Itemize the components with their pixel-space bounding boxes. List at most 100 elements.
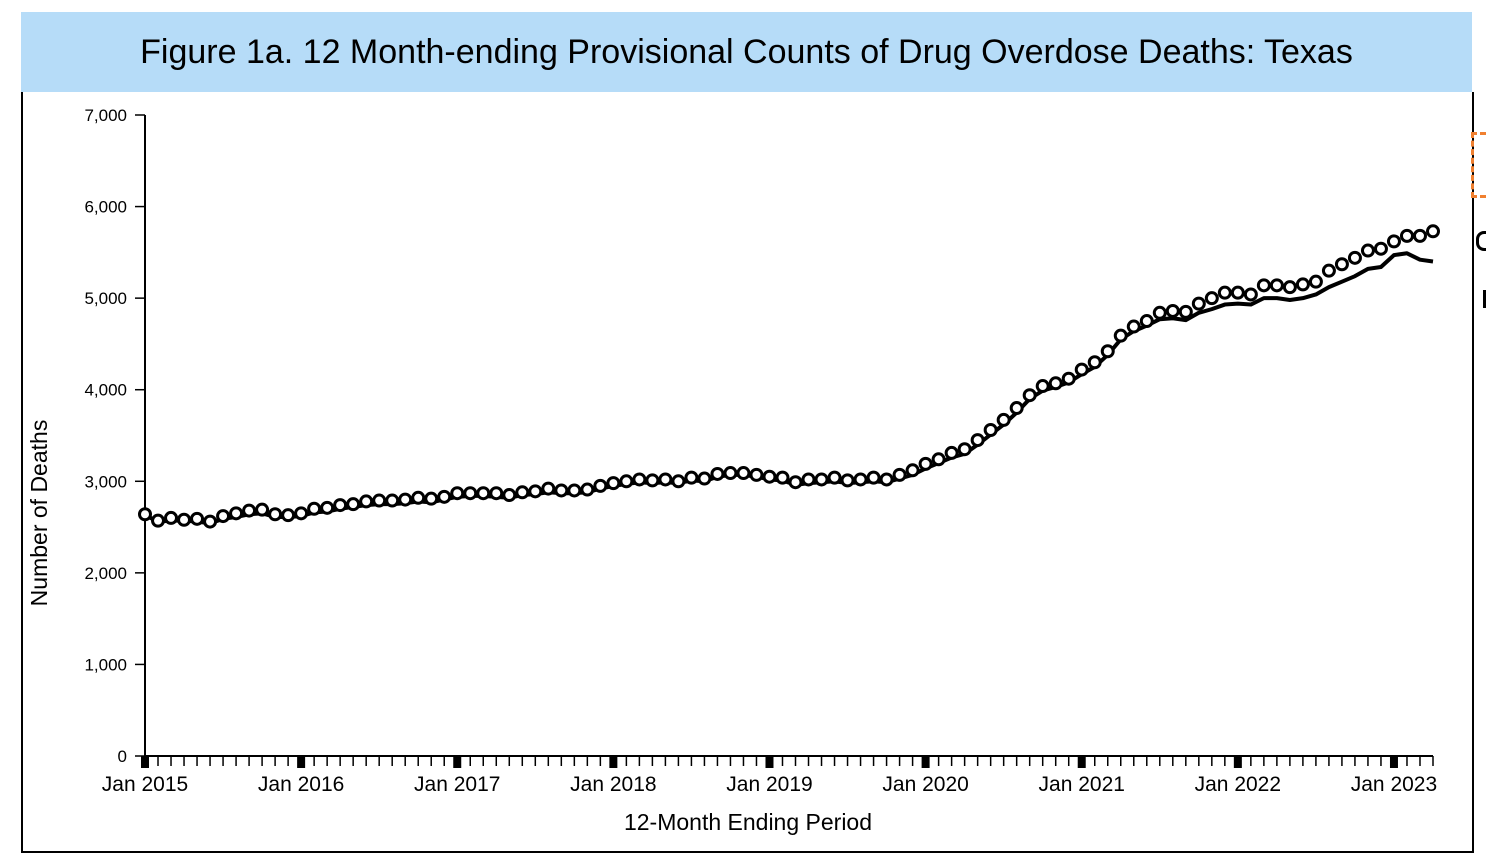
series-point [294,506,309,521]
series-point [203,514,218,529]
series-point [1217,285,1232,300]
x-tick-label: Jan 2018 [570,773,656,796]
legend-marker-circle-icon [1476,231,1486,251]
series-point [697,471,712,486]
series-point [944,445,959,460]
series-point [268,507,283,522]
series-point [1126,319,1141,334]
series-point [840,473,855,488]
series-point [1308,274,1323,289]
y-tick-label: 4,000 [84,381,127,400]
series-point [827,470,842,485]
y-tick-label: 7,000 [84,106,127,125]
y-tick-label: 5,000 [84,289,127,308]
series-point [762,469,777,484]
series-point [905,463,920,478]
series-point [190,511,205,526]
series-point [528,484,543,499]
series-point [632,472,647,487]
series-point [1165,303,1180,318]
series-point [866,470,881,485]
series-point [515,485,530,500]
series-point [255,502,270,517]
series-point [216,509,231,524]
series-point [567,483,582,498]
series-point [1204,291,1219,306]
series-point [645,473,660,488]
series-point [788,475,803,490]
x-major-tick [609,756,618,768]
series-point [1061,371,1076,386]
series-point [138,507,152,522]
series-point [359,494,374,509]
series-point [1100,344,1115,359]
legend-marker-line-icon [1483,290,1486,308]
series-point [1191,296,1206,311]
x-tick-label: Jan 2023 [1351,773,1437,796]
series-point [307,501,322,516]
series-point [749,467,764,482]
series-point [1230,285,1245,300]
x-major-tick [1233,756,1242,768]
x-tick-label: Jan 2020 [882,773,968,796]
y-axis-title: Number of Deaths [26,420,52,607]
series-point [1334,257,1349,272]
series-point [736,466,751,481]
legend-box-edge[interactable] [1471,132,1486,198]
series-point [1048,376,1063,391]
series-point [164,510,179,525]
series-point [502,488,517,503]
y-tick-label: 1,000 [84,655,127,674]
series-point [1178,304,1193,319]
series-point [1152,305,1167,320]
x-major-tick [921,756,930,768]
series-point [606,476,621,491]
x-major-tick [1389,756,1398,768]
series-point [476,486,491,501]
series-point [1360,243,1375,258]
series-point [1373,241,1388,256]
series-point [723,466,738,481]
series-point [775,470,790,485]
series-point [1256,278,1271,293]
series-point [177,512,192,527]
series-point [554,483,569,498]
series-point [463,486,478,501]
series-point [970,433,985,448]
series-point [1074,362,1089,377]
x-major-tick [765,756,774,768]
series-point [1087,355,1102,370]
series-point [658,472,673,487]
series-point [1035,379,1050,394]
series-point [411,490,426,505]
y-tick-label: 2,000 [84,564,127,583]
series-point [853,472,868,487]
x-tick-label: Jan 2016 [258,773,344,796]
x-major-tick [453,756,462,768]
series-point [489,486,504,501]
x-major-tick [1077,756,1086,768]
x-major-tick [297,756,306,768]
series-point [372,493,387,508]
series-point [1009,401,1024,416]
x-major-tick [141,756,149,768]
chart-frame [21,92,1474,853]
series-point [1282,280,1297,295]
series-point [151,513,166,528]
series-point [684,470,699,485]
series-point [398,492,413,507]
series-point [281,508,296,523]
series-point [931,452,946,467]
series-point [671,474,686,489]
series-point [1399,228,1414,243]
series-point [450,486,465,501]
series-point [580,482,595,497]
y-tick-label: 0 [118,747,127,766]
series-point [1139,314,1154,329]
series-point [1321,263,1336,278]
series-point [983,423,998,438]
series-point [1243,287,1258,302]
series-point [1386,234,1401,249]
series-point [879,472,894,487]
